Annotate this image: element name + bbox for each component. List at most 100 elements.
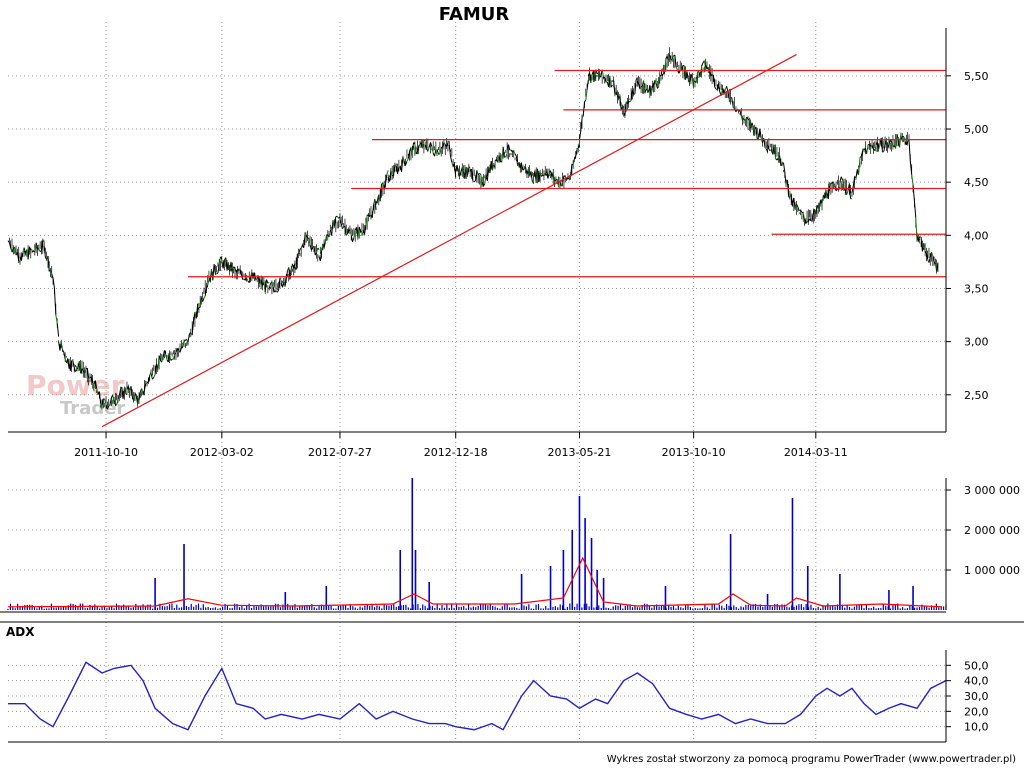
x-tick-label: 2013-05-21 bbox=[548, 446, 612, 459]
price-line-segment bbox=[439, 154, 440, 155]
price-line-segment bbox=[913, 185, 914, 201]
price-line-segment bbox=[780, 156, 781, 166]
price-line-segment bbox=[53, 278, 54, 288]
price-line-segment bbox=[727, 86, 728, 91]
price-line-segment bbox=[732, 98, 733, 107]
price-y-tick-label: 4,50 bbox=[964, 176, 989, 189]
price-line-segment bbox=[635, 80, 636, 94]
adx-y-tick-label: 30,0 bbox=[964, 690, 989, 703]
price-line-segment bbox=[713, 75, 714, 87]
price-line-segment bbox=[585, 100, 586, 102]
price-line-segment bbox=[822, 196, 823, 204]
x-tick-label: 2012-03-02 bbox=[190, 446, 254, 459]
trendline bbox=[102, 55, 796, 427]
price-line-segment bbox=[56, 315, 57, 323]
price-line-segment bbox=[188, 334, 189, 342]
price-line-segment bbox=[867, 145, 868, 154]
price-line-segment bbox=[342, 227, 343, 229]
price-line-segment bbox=[555, 180, 556, 181]
price-line-segment bbox=[914, 201, 915, 217]
price-line-segment bbox=[614, 81, 615, 95]
price-line-segment bbox=[286, 270, 287, 279]
price-line-segment bbox=[19, 262, 20, 263]
volume-moving-average bbox=[8, 558, 942, 607]
price-line-segment bbox=[583, 102, 584, 116]
price-line-segment bbox=[541, 175, 542, 177]
price-line-segment bbox=[380, 184, 381, 201]
price-line-segment bbox=[146, 383, 147, 384]
adx-y-tick-label: 10,0 bbox=[964, 721, 989, 734]
volume-y-tick-label: 2 000 000 bbox=[964, 524, 1020, 537]
price-line-segment bbox=[126, 394, 127, 395]
price-line-segment bbox=[407, 159, 408, 162]
price-y-tick-label: 5,50 bbox=[964, 70, 989, 83]
price-line-segment bbox=[332, 220, 333, 235]
price-line-segment bbox=[474, 180, 475, 182]
price-line-segment bbox=[267, 280, 268, 284]
price-line-segment bbox=[859, 157, 860, 174]
price-line-segment bbox=[910, 162, 911, 174]
price-line-segment bbox=[147, 382, 148, 383]
price-line-segment bbox=[217, 273, 218, 274]
price-line-segment bbox=[912, 175, 913, 185]
price-y-tick-label: 3,50 bbox=[964, 282, 989, 295]
price-y-tick-label: 2,50 bbox=[964, 389, 989, 402]
price-line-segment bbox=[44, 246, 45, 258]
price-line-segment bbox=[437, 150, 438, 154]
price-line-segment bbox=[921, 237, 922, 251]
price-line-segment bbox=[402, 157, 403, 172]
price-line-segment bbox=[916, 217, 917, 242]
price-line-segment bbox=[712, 74, 713, 75]
price-line-segment bbox=[645, 89, 646, 93]
price-line-segment bbox=[154, 374, 155, 377]
price-line-segment bbox=[103, 399, 104, 400]
price-line-segment bbox=[841, 177, 842, 180]
price-line-segment bbox=[63, 350, 64, 353]
adx-y-tick-label: 20,0 bbox=[964, 705, 989, 718]
price-line-segment bbox=[72, 360, 73, 361]
footer-credit: Wykres został stworzony za pomocą progra… bbox=[607, 754, 1016, 765]
price-line-segment bbox=[480, 173, 481, 174]
volume-y-tick-label: 1 000 000 bbox=[964, 564, 1020, 577]
price-line-segment bbox=[676, 67, 677, 70]
price-line-segment bbox=[847, 191, 848, 195]
price-line-segment bbox=[641, 86, 642, 87]
price-line-segment bbox=[504, 157, 505, 158]
price-line-segment bbox=[657, 87, 658, 88]
price-line-segment bbox=[277, 290, 278, 292]
x-tick-label: 2012-12-18 bbox=[424, 446, 488, 459]
price-line-segment bbox=[166, 354, 167, 360]
price-line-segment bbox=[769, 149, 770, 150]
price-line-segment bbox=[702, 63, 703, 66]
adx-y-tick-label: 50,0 bbox=[964, 659, 989, 672]
price-line-segment bbox=[576, 150, 577, 157]
price-line-segment bbox=[579, 131, 580, 139]
price-line-segment bbox=[318, 248, 319, 249]
price-line-segment bbox=[387, 170, 388, 174]
volume-y-tick-label: 3 000 000 bbox=[964, 484, 1020, 497]
adx-title: ADX bbox=[6, 625, 35, 639]
price-y-tick-label: 3,00 bbox=[964, 336, 989, 349]
price-line-segment bbox=[715, 87, 716, 89]
price-line-segment bbox=[500, 161, 501, 162]
price-line-segment bbox=[325, 235, 326, 242]
x-tick-label: 2012-07-27 bbox=[308, 446, 372, 459]
price-line-segment bbox=[152, 377, 153, 379]
price-line-segment bbox=[449, 145, 450, 157]
x-tick-label: 2014-03-11 bbox=[784, 446, 848, 459]
price-line-segment bbox=[48, 256, 49, 271]
price-line-segment bbox=[620, 96, 621, 111]
price-line-segment bbox=[54, 288, 55, 315]
price-line-segment bbox=[581, 118, 582, 131]
price-line-segment bbox=[451, 157, 452, 163]
price-line-segment bbox=[304, 236, 305, 248]
x-tick-label: 2013-10-10 bbox=[662, 446, 726, 459]
price-line-segment bbox=[353, 238, 354, 242]
price-line-segment bbox=[204, 296, 205, 298]
price-line-segment bbox=[909, 140, 910, 163]
price-line-segment bbox=[630, 100, 631, 102]
price-line-segment bbox=[279, 278, 280, 290]
price-line-segment bbox=[856, 169, 857, 177]
